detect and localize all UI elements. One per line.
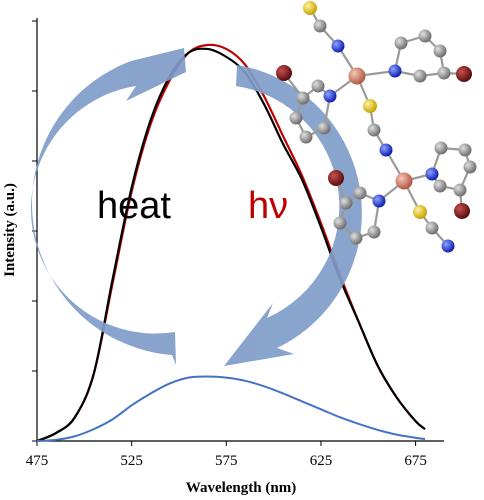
atom bbox=[317, 121, 331, 135]
atom bbox=[388, 64, 402, 78]
atom bbox=[349, 231, 363, 245]
atom bbox=[296, 91, 310, 105]
right-cycle-arrow bbox=[224, 65, 362, 366]
atom bbox=[413, 205, 427, 219]
x-axis-title: Wavelength (nm) bbox=[186, 480, 296, 496]
x-tick-label: 525 bbox=[120, 453, 143, 469]
atom bbox=[395, 172, 413, 190]
atom bbox=[394, 36, 408, 50]
atom bbox=[456, 66, 472, 82]
atom bbox=[339, 196, 353, 210]
atom bbox=[413, 69, 427, 83]
atom bbox=[418, 29, 432, 43]
atom bbox=[379, 143, 393, 157]
atom bbox=[313, 19, 327, 33]
cycle-arrows bbox=[30, 48, 362, 366]
atom bbox=[454, 203, 470, 219]
x-tick-label: 475 bbox=[26, 453, 49, 469]
atom bbox=[333, 216, 347, 230]
atom bbox=[425, 167, 439, 181]
x-tick-label: 575 bbox=[215, 453, 238, 469]
atom bbox=[434, 141, 448, 155]
atom bbox=[372, 194, 386, 208]
x-tick-label: 675 bbox=[404, 453, 427, 469]
x-tick-label: 625 bbox=[310, 453, 333, 469]
atom bbox=[433, 44, 447, 58]
atom bbox=[311, 79, 325, 93]
atom bbox=[299, 130, 313, 144]
y-axis-title: Intensity (a.u.) bbox=[2, 183, 18, 277]
atom bbox=[441, 239, 455, 253]
atom bbox=[425, 221, 439, 235]
x-ticks: 475 525 575 625 675 bbox=[26, 441, 427, 469]
atom bbox=[289, 111, 303, 125]
atom bbox=[276, 65, 292, 81]
light-label: hν bbox=[248, 185, 288, 227]
atom bbox=[437, 66, 451, 80]
molecule-atoms bbox=[276, 1, 477, 253]
atom bbox=[353, 186, 367, 200]
atom bbox=[331, 39, 345, 53]
atom bbox=[363, 99, 377, 113]
y-ticks bbox=[32, 20, 37, 442]
atom bbox=[367, 225, 381, 239]
left-cycle-arrow bbox=[30, 48, 186, 365]
series-line-3 bbox=[36, 375, 426, 442]
atom bbox=[328, 170, 344, 186]
heat-label: heat bbox=[97, 185, 171, 227]
atom bbox=[367, 123, 381, 137]
axes: 475 525 575 625 675 Wavelength (nm) Intensit… bbox=[2, 18, 444, 496]
atom bbox=[463, 160, 477, 174]
atom bbox=[433, 179, 447, 193]
atom bbox=[323, 89, 337, 103]
molecule-structure-image bbox=[276, 1, 477, 253]
atom bbox=[303, 1, 317, 15]
atom bbox=[348, 67, 366, 85]
atom bbox=[458, 143, 472, 157]
atom bbox=[453, 183, 467, 197]
